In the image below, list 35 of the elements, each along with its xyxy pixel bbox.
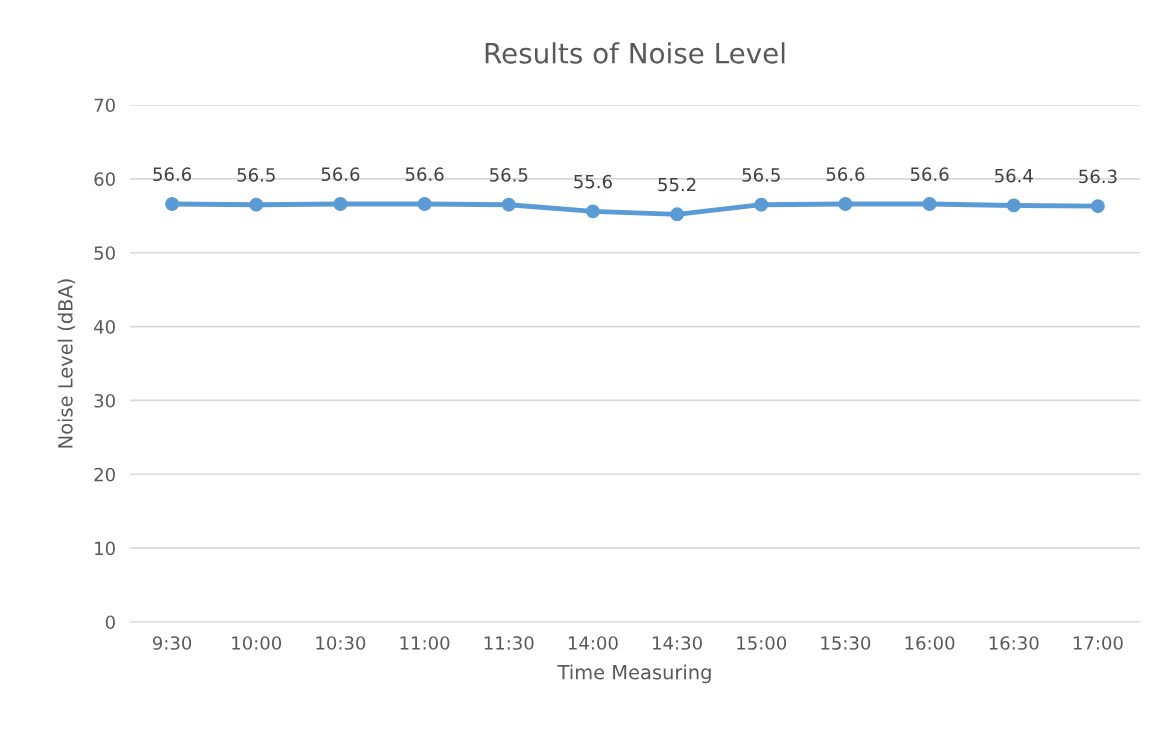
x-tick-label: 15:00 xyxy=(737,636,787,650)
x-axis-title: Time Measuring xyxy=(557,664,711,684)
y-tick-label: 70 xyxy=(94,98,115,113)
data-label: 56.3 xyxy=(1079,169,1117,184)
data-label: 56.5 xyxy=(237,168,275,182)
data-label: 56.5 xyxy=(490,168,528,182)
y-tick-label: 30 xyxy=(94,393,115,408)
y-tick-label: 40 xyxy=(94,320,115,334)
y-tick-label: 20 xyxy=(94,467,115,482)
data-label: 56.5 xyxy=(742,168,780,182)
y-tick-label: 50 xyxy=(94,246,115,260)
y-tick-label: 60 xyxy=(94,172,115,186)
x-tick-label: 16:00 xyxy=(905,636,955,650)
data-label: 56.6 xyxy=(910,167,949,182)
data-label: 55.6 xyxy=(574,174,612,189)
x-tick-label: 14:00 xyxy=(568,636,618,650)
x-tick-label: 10:00 xyxy=(232,636,282,650)
x-tick-label: 17:00 xyxy=(1073,636,1123,650)
x-tick-label: 11:30 xyxy=(484,636,534,650)
y-tick-label: 0 xyxy=(105,615,115,630)
data-label: 56.4 xyxy=(995,168,1033,183)
data-label: 56.6 xyxy=(153,167,192,182)
y-tick-label: 10 xyxy=(95,541,115,556)
x-tick-label: 10:30 xyxy=(316,636,366,650)
x-tick-label: 15:30 xyxy=(821,636,871,650)
x-tick-label: 14:30 xyxy=(653,636,702,650)
x-tick-label: 16:30 xyxy=(989,636,1039,650)
data-label: 56.6 xyxy=(405,167,444,182)
y-axis-title: Noise Level (dBA) xyxy=(57,279,75,448)
x-tick-label: 11:00 xyxy=(400,636,450,650)
chart-title: Results of Noise Level xyxy=(485,42,785,64)
data-label: 56.6 xyxy=(321,167,360,182)
data-label: 56.6 xyxy=(826,167,865,182)
x-tick-label: 9:30 xyxy=(152,636,192,650)
data-label: 55.2 xyxy=(658,177,696,192)
